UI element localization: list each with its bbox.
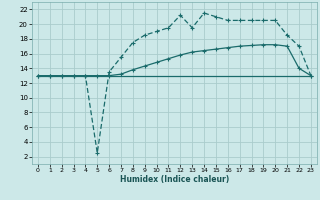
X-axis label: Humidex (Indice chaleur): Humidex (Indice chaleur)	[120, 175, 229, 184]
